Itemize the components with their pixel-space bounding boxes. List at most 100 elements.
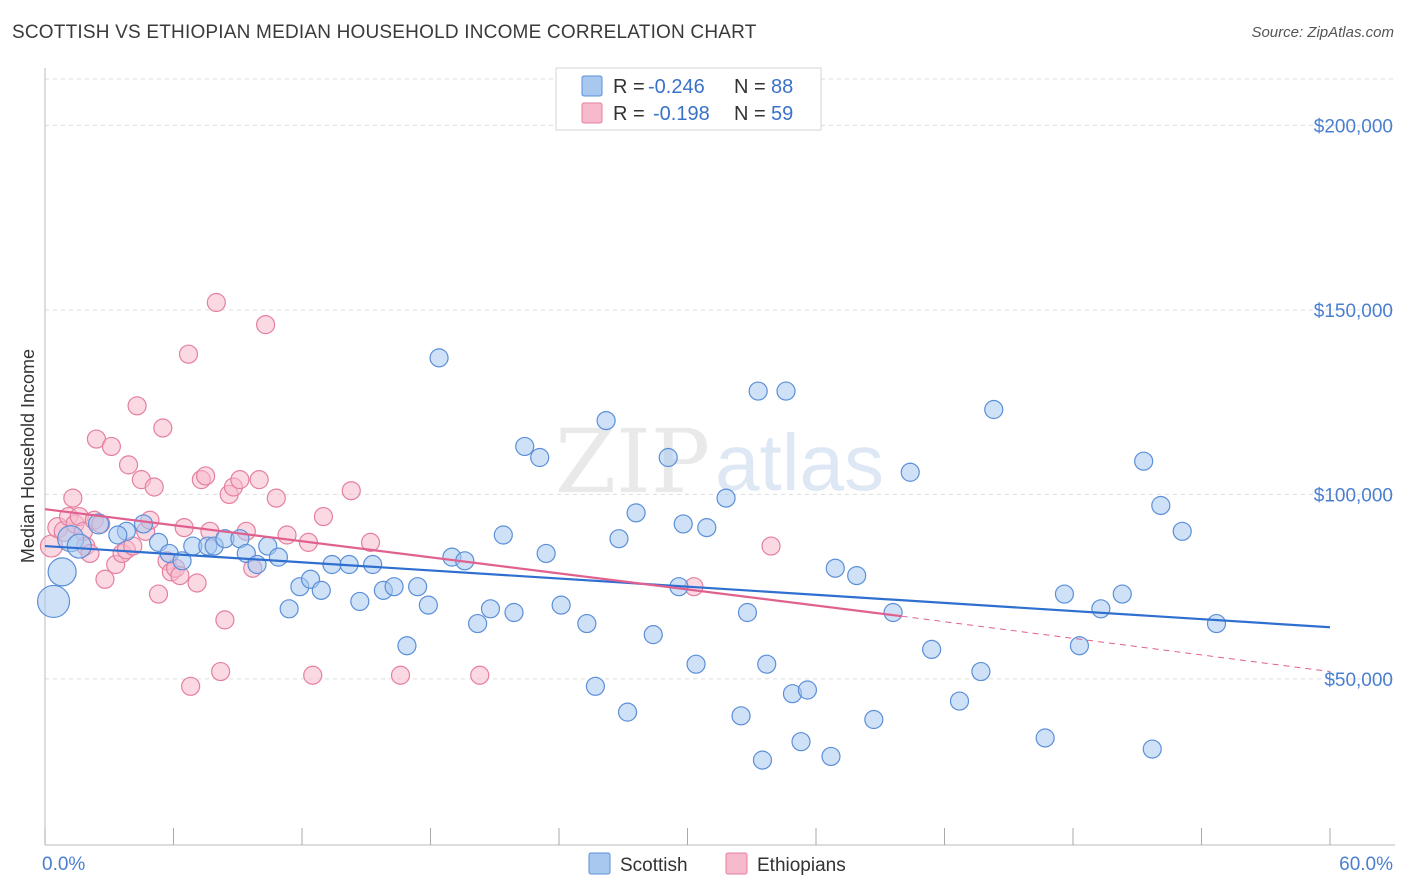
point-scottish: [864, 709, 884, 730]
point-ethiopian: [390, 665, 411, 685]
point-scottish: [883, 602, 903, 623]
point-ethiopian: [187, 573, 207, 593]
point-ethiopian: [249, 470, 269, 490]
point-scottish: [752, 750, 773, 770]
point-scottish: [268, 547, 289, 567]
point-scottish: [47, 557, 77, 587]
point-scottish: [108, 525, 128, 545]
point-scottish: [279, 599, 299, 619]
point-scottish: [1069, 636, 1090, 656]
trend-line-ethiopians-extension: [901, 615, 1331, 673]
point-ethiopian: [63, 488, 83, 508]
point-ethiopian: [761, 536, 781, 556]
point-ethiopian: [341, 481, 361, 501]
watermark-atlas: atlas: [715, 418, 884, 507]
point-ethiopian: [211, 661, 231, 682]
legend-r-value-scottish: -0.246: [648, 76, 705, 98]
point-ethiopian: [470, 665, 490, 685]
watermark: ZIP atlas: [555, 410, 884, 513]
point-scottish: [922, 639, 942, 660]
y-axis-label: Median Household Income: [18, 349, 38, 563]
point-scottish: [384, 577, 404, 597]
point-ethiopian: [196, 466, 216, 486]
point-scottish: [716, 488, 736, 508]
point-ethiopian: [206, 292, 226, 313]
point-scottish: [480, 599, 501, 619]
legend-r-value-ethiopians: -0.198: [653, 103, 710, 125]
point-scottish: [397, 636, 417, 656]
point-scottish: [949, 691, 970, 711]
point-ethiopian: [144, 477, 164, 497]
point-scottish: [821, 746, 841, 767]
point-scottish: [1206, 613, 1227, 634]
chart-title: SCOTTISH VS ETHIOPIAN MEDIAN HOUSEHOLD I…: [12, 22, 757, 43]
legend-r-label-scottish: R =: [613, 76, 645, 98]
point-ethiopian: [95, 569, 115, 589]
point-scottish: [825, 558, 845, 578]
point-ethiopian: [266, 488, 286, 508]
point-scottish: [418, 595, 438, 615]
bottom-legend-swatch-ethiopians: [725, 852, 748, 875]
legend-n-value-scottish: 88: [771, 76, 793, 98]
point-scottish: [577, 613, 597, 634]
point-scottish: [617, 702, 638, 722]
legend-swatch-scottish: [581, 75, 603, 97]
source-label: Source: ZipAtlas.com: [1251, 24, 1394, 41]
point-ethiopian: [277, 525, 297, 545]
point-scottish: [1035, 728, 1055, 748]
point-scottish: [36, 584, 71, 619]
point-scottish: [791, 732, 811, 752]
point-scottish: [493, 525, 513, 545]
point-scottish: [596, 410, 616, 431]
data-points: [36, 292, 1227, 770]
point-scottish: [585, 676, 606, 696]
point-ethiopian: [118, 455, 139, 475]
point-scottish: [172, 551, 192, 571]
point-scottish: [1151, 495, 1171, 516]
trend-line-ethiopians: [44, 508, 902, 618]
point-scottish: [673, 514, 693, 534]
point-scottish: [697, 518, 717, 538]
point-scottish: [87, 513, 110, 535]
bottom-legend-swatch-scottish: [588, 852, 611, 875]
point-ethiopian: [215, 610, 235, 630]
point-ethiopian: [360, 532, 381, 552]
watermark-zip: ZIP: [555, 410, 710, 513]
point-scottish: [408, 577, 428, 597]
point-ethiopian: [101, 436, 121, 457]
legend-n-value-ethiopians: 59: [771, 103, 793, 125]
y-tick-label: $200,000: [1314, 116, 1393, 137]
point-scottish: [468, 613, 488, 634]
point-ethiopian: [313, 506, 334, 527]
legend-swatch-ethiopians: [581, 102, 603, 124]
point-scottish: [551, 595, 571, 615]
point-ethiopian: [255, 315, 276, 335]
point-scottish: [536, 543, 556, 564]
point-scottish: [686, 654, 706, 674]
point-scottish: [971, 661, 991, 682]
point-scottish: [429, 348, 449, 368]
point-scottish: [609, 529, 629, 549]
point-scottish: [658, 447, 678, 468]
legend-n-label-ethiopians: N =: [734, 103, 766, 125]
point-scottish: [1142, 739, 1162, 759]
point-scottish: [900, 462, 920, 482]
bottom-legend-label-ethiopians: Ethiopians: [757, 855, 846, 876]
point-scottish: [350, 591, 370, 612]
point-ethiopian: [153, 418, 173, 438]
legend-r-label-ethiopians: R =: [613, 103, 645, 125]
y-tick-label: $100,000: [1314, 485, 1393, 506]
point-scottish: [1112, 584, 1132, 604]
point-ethiopian: [230, 470, 250, 490]
bottom-legend-label-scottish: Scottish: [620, 855, 688, 876]
x-tick-label-max: 60.0%: [1339, 854, 1393, 875]
point-scottish: [1054, 584, 1075, 604]
point-ethiopian: [181, 676, 201, 696]
point-ethiopian: [148, 584, 169, 604]
point-scottish: [626, 503, 646, 523]
point-scottish: [515, 436, 535, 457]
point-scottish: [757, 654, 777, 674]
y-tick-label: $50,000: [1324, 670, 1393, 691]
point-scottish: [504, 602, 524, 623]
trend-line-scottish: [44, 544, 1331, 629]
